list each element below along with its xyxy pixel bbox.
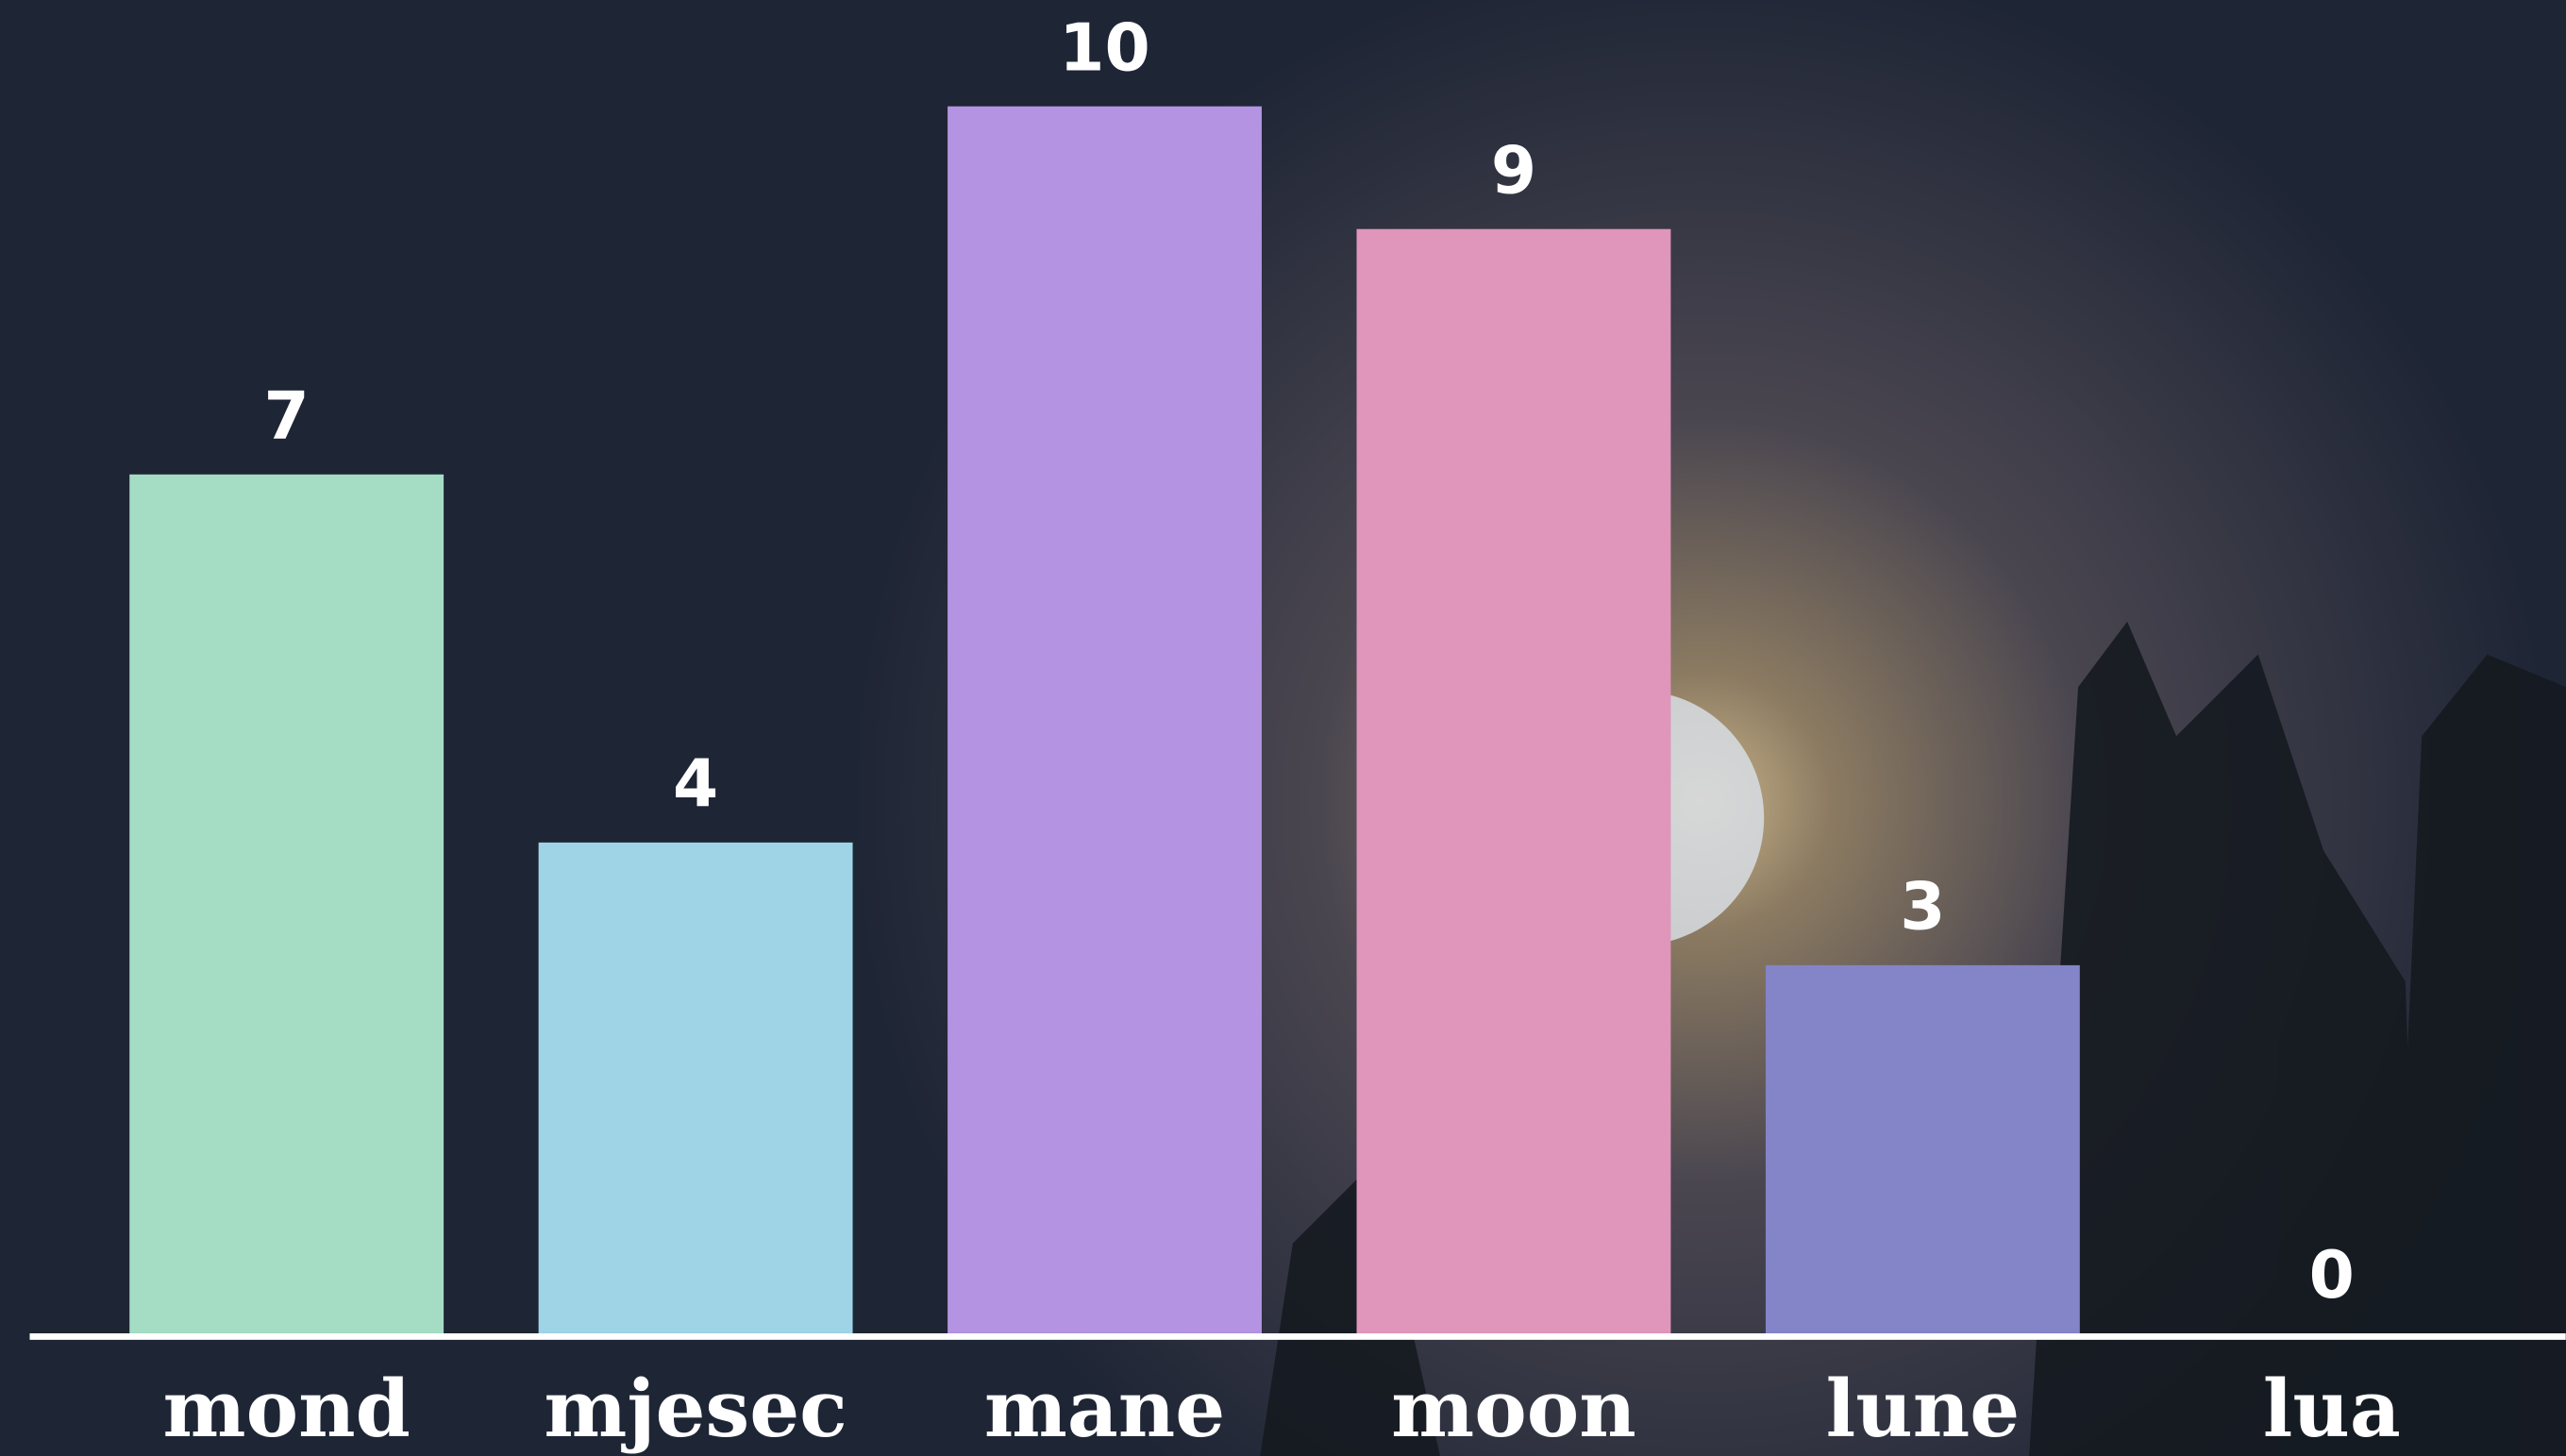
x-tick-label: moon [1391, 1363, 1636, 1455]
value-label: 3 [1900, 870, 1945, 946]
bar [1765, 964, 2080, 1333]
x-tick-label: lua [2263, 1363, 2401, 1455]
bar [538, 842, 853, 1333]
x-tick-label: lune [1826, 1363, 2021, 1455]
trees [1260, 621, 2566, 1456]
bar [129, 474, 444, 1333]
x-tick-label: mane [984, 1363, 1225, 1455]
value-label: 0 [2309, 1238, 2355, 1314]
value-label: 9 [1491, 134, 1536, 209]
value-label: 10 [1059, 11, 1149, 87]
bar [1356, 228, 1671, 1333]
x-tick-label: mond [163, 1363, 411, 1455]
value-label: 7 [264, 379, 310, 455]
bar [948, 106, 1262, 1333]
x-tick-label: mjesec [544, 1363, 847, 1455]
value-label: 4 [673, 747, 718, 823]
